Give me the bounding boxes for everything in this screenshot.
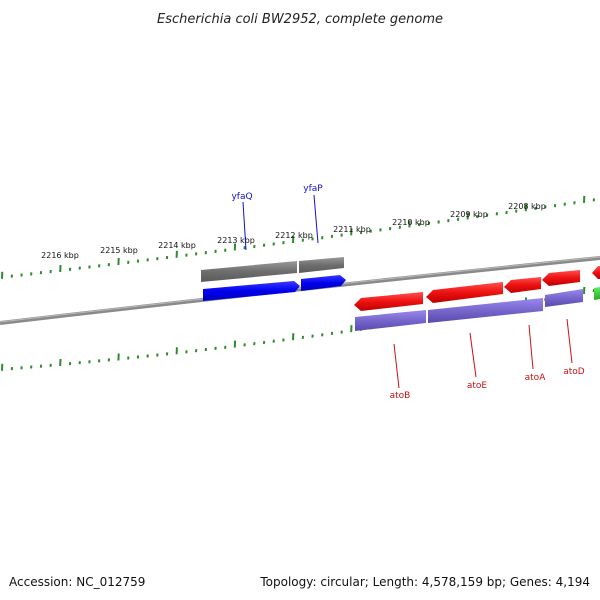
- cds-arrow-yfaP[interactable]: [301, 275, 346, 291]
- cds-arrow-partial[interactable]: [592, 266, 600, 279]
- tick-label: 2210 kbp: [392, 218, 430, 227]
- tick-label: 2212 kbp: [275, 231, 313, 240]
- cds-track-reverse: [354, 266, 600, 311]
- gene-block[interactable]: [428, 298, 543, 323]
- label-leader: [469, 332, 477, 378]
- gene-label-yfaP[interactable]: yfaP: [303, 184, 323, 194]
- genome-backbone-highlight: [0, 256, 600, 323]
- inner-tick-ruler: [1, 286, 595, 371]
- label-leader: [566, 318, 573, 364]
- cds-arrow-atoE[interactable]: [426, 282, 503, 303]
- gene-labels-reverse: atoB atoE atoA atoD: [390, 318, 585, 401]
- gene-label-atoE[interactable]: atoE: [467, 381, 488, 391]
- tick-label: 2216 kbp: [41, 251, 79, 260]
- accession-text: Accession: NC_012759: [9, 575, 145, 589]
- gene-label-atoB[interactable]: atoB: [390, 391, 411, 401]
- tick-label: 2213 kbp: [217, 236, 255, 245]
- cds-arrow-atoA[interactable]: [504, 277, 541, 293]
- tick-label: 2208 kbp: [508, 202, 546, 211]
- label-leader: [313, 194, 319, 244]
- tick-label: 2215 kbp: [100, 246, 138, 255]
- gene-block[interactable]: [201, 261, 297, 282]
- gene-block[interactable]: [299, 257, 344, 273]
- gene-track-reverse: [355, 289, 583, 331]
- cds-arrow-atoD[interactable]: [542, 270, 580, 286]
- label-leader: [242, 201, 247, 251]
- cds-arrow-green-partial[interactable]: [594, 287, 600, 300]
- label-leader: [393, 343, 400, 389]
- cds-arrow-atoB[interactable]: [354, 292, 423, 311]
- gene-label-yfaQ[interactable]: yfaQ: [231, 192, 252, 202]
- gene-label-atoA[interactable]: atoA: [525, 373, 547, 383]
- tick-label: 2209 kbp: [450, 210, 488, 219]
- gene-labels-forward: yfaQ yfaP: [231, 184, 323, 251]
- gene-block[interactable]: [355, 310, 426, 331]
- map-title: Escherichia coli BW2952, complete genome: [157, 12, 443, 27]
- tick-label: 2211 kbp: [333, 225, 371, 234]
- gene-track-forward: [201, 257, 344, 282]
- genome-summary-text: Topology: circular; Length: 4,578,159 bp…: [259, 575, 590, 589]
- cds-track-forward: [203, 275, 346, 301]
- tick-labels: 2216 kbp 2215 kbp 2214 kbp 2213 kbp 2212…: [41, 202, 546, 260]
- genome-backbone: [0, 256, 600, 325]
- gene-label-atoD[interactable]: atoD: [563, 367, 585, 377]
- cds-arrow-yfaQ[interactable]: [203, 281, 300, 301]
- gene-block[interactable]: [545, 289, 583, 307]
- label-leader: [528, 324, 534, 370]
- outer-tick-ruler: [1, 195, 595, 279]
- tick-label: 2214 kbp: [158, 241, 196, 250]
